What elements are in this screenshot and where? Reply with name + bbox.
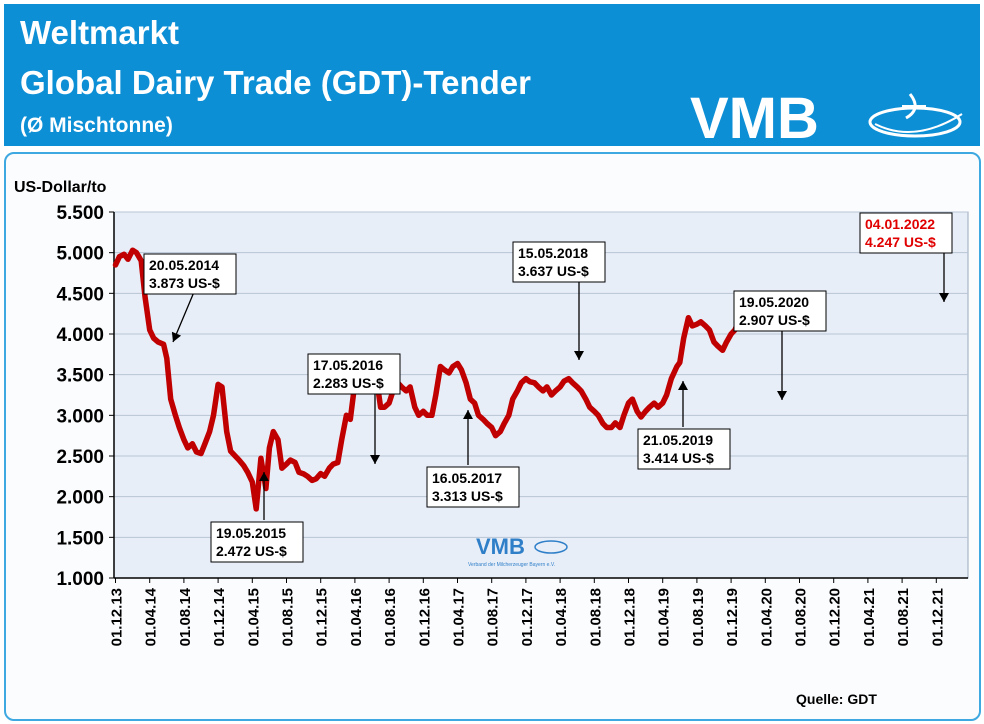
y-tick-label: 3.000: [56, 406, 104, 427]
annotation-value: 2.907 US-$: [739, 312, 810, 328]
annotation-value: 3.637 US-$: [518, 263, 589, 279]
y-tick-label: 5.000: [56, 244, 104, 265]
x-tick-label: 01.08.15: [280, 588, 297, 646]
x-tick-label: 01.08.18: [587, 588, 604, 646]
annotation-date: 16.05.2017: [432, 470, 502, 486]
x-tick-label: 01.04.15: [245, 588, 262, 646]
watermark-drop-icon: [534, 540, 568, 554]
annotation-box: [859, 212, 953, 254]
annotation-value: 3.313 US-$: [432, 488, 503, 504]
annotation-date: 15.05.2018: [518, 245, 588, 261]
watermark-subtitle: Verband der Milcherzeuger Bayern e.V.: [468, 562, 555, 568]
annotation-value: 2.283 US-$: [313, 375, 384, 391]
x-tick-label: 01.08.14: [177, 587, 194, 646]
x-tick-label: 01.12.14: [211, 587, 228, 646]
x-tick-label: 01.12.18: [622, 588, 639, 646]
y-axis-label: US-Dollar/to: [14, 179, 107, 196]
x-tick-label: 01.08.17: [485, 588, 502, 646]
annotation-arrowhead: [259, 472, 269, 481]
x-tick-label: 01.04.17: [451, 588, 468, 646]
y-tick-label: 2.500: [56, 447, 104, 468]
annotation-arrowhead: [463, 410, 473, 419]
source-note: Quelle: GDT: [796, 691, 877, 707]
y-tick-label: 4.000: [56, 325, 104, 346]
x-tick-label: 01.04.16: [348, 588, 365, 646]
annotation-value: 3.414 US-$: [643, 450, 714, 466]
x-tick-label: 01.04.18: [553, 588, 570, 646]
annotation-arrowhead: [171, 331, 182, 342]
annotation-arrowhead: [574, 351, 584, 360]
x-tick-label: 01.04.21: [861, 588, 878, 646]
annotation-box: [426, 466, 520, 508]
y-tick-label: 1.500: [56, 528, 104, 549]
annotation-date: 19.05.2015: [216, 525, 286, 541]
x-tick-label: 01.08.16: [382, 588, 399, 646]
x-tick-label: 01.08.19: [690, 588, 707, 646]
title-line-2: Global Dairy Trade (GDT)-Tender: [20, 64, 531, 101]
title-line-1: Weltmarkt: [20, 14, 179, 51]
x-tick-label: 01.04.20: [758, 588, 775, 646]
annotation-arrowhead: [370, 455, 380, 464]
watermark-logo: VMB: [476, 534, 525, 559]
subtitle: (Ø Mischtonne): [20, 114, 173, 137]
annotation-arrowhead: [678, 381, 688, 390]
x-tick-label: 01.12.19: [724, 588, 741, 646]
annotation-box: [733, 290, 827, 332]
annotation-box: [637, 428, 731, 470]
milk-drop-icon: [868, 93, 963, 138]
x-tick-label: 01.12.20: [827, 588, 844, 646]
x-tick-label: 01.12.17: [519, 588, 536, 646]
x-tick-label: 01.12.13: [109, 588, 126, 646]
x-tick-label: 01.04.19: [656, 588, 673, 646]
annotation-date: 21.05.2019: [643, 432, 713, 448]
annotation-date: 17.05.2016: [313, 357, 383, 373]
y-tick-label: 1.000: [56, 569, 104, 590]
y-tick-label: 3.500: [56, 366, 104, 387]
annotation-date: 04.01.2022: [865, 216, 935, 232]
logo-text: VMB: [690, 86, 819, 144]
annotation-box: [512, 241, 606, 283]
annotation-box: [307, 353, 401, 395]
x-tick-label: 01.08.20: [793, 588, 810, 646]
annotation-date: 20.05.2014: [149, 257, 219, 273]
gdt-price-line: [112, 247, 760, 512]
y-tick-label: 4.500: [56, 284, 104, 305]
annotation-arrowhead: [777, 391, 787, 400]
annotation-arrow: [172, 291, 195, 343]
annotation-date: 19.05.2020: [739, 294, 809, 310]
annotation-value: 3.873 US-$: [149, 275, 220, 291]
annotation-value: 2.472 US-$: [216, 543, 287, 559]
x-tick-label: 01.12.16: [416, 588, 433, 646]
x-tick-label: 01.12.21: [929, 588, 946, 646]
annotation-arrowhead: [939, 293, 949, 302]
y-tick-label: 2.000: [56, 488, 104, 509]
y-tick-label: 5.500: [56, 203, 104, 224]
chart-frame: VMB Verband der Milcherzeuger Bayern e.V.…: [4, 152, 981, 721]
annotation-value: 4.247 US-$: [865, 234, 936, 250]
x-tick-label: 01.12.15: [314, 588, 331, 646]
x-tick-label: 01.04.14: [143, 587, 160, 646]
x-tick-label: 01.08.21: [895, 588, 912, 646]
line-chart: VMB Verband der Milcherzeuger Bayern e.V.…: [14, 179, 969, 707]
vmb-logo: VMB: [670, 84, 970, 151]
annotation-box: [143, 253, 237, 295]
annotation-box: [210, 521, 304, 563]
header-banner: Weltmarkt Global Dairy Trade (GDT)-Tende…: [4, 4, 980, 151]
